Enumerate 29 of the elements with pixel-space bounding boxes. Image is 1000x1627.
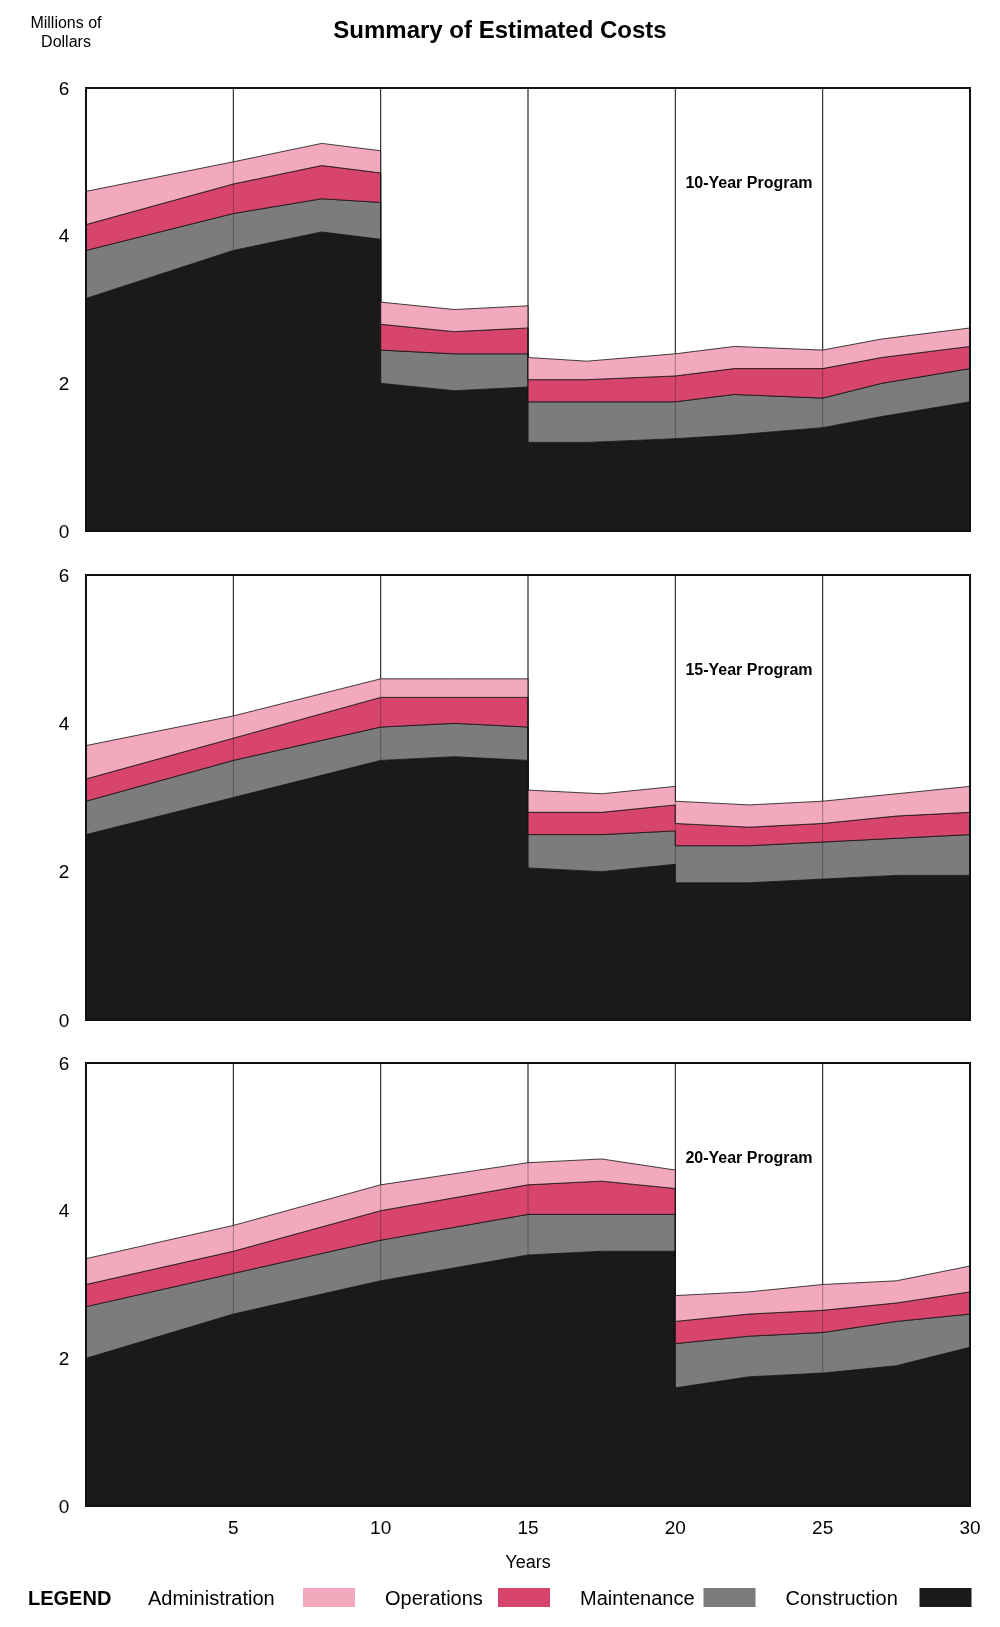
y-tick-label: 4 xyxy=(58,712,70,734)
annotation: 10-Year Program xyxy=(685,174,813,191)
chart-title: Summary of Estimated Costs xyxy=(333,16,667,43)
x-tick-label: 20 xyxy=(664,1517,686,1538)
x-tick-label: 30 xyxy=(959,1517,981,1538)
y-tick-label: 6 xyxy=(58,1052,70,1074)
y-tick-label: 6 xyxy=(58,564,70,586)
x-tick-label: 15 xyxy=(517,1517,539,1538)
legend-label: Administration xyxy=(148,1587,275,1609)
y-tick-label: 2 xyxy=(58,372,70,394)
legend-label: Maintenance xyxy=(580,1587,695,1609)
y-tick-label: 6 xyxy=(58,77,70,99)
x-axis-title: Years xyxy=(505,1552,551,1572)
y-tick-label: 0 xyxy=(58,520,70,542)
y-tick-label: 2 xyxy=(58,1347,70,1369)
y-tick-label: 4 xyxy=(58,1200,70,1222)
annotation: 20-Year Program xyxy=(685,1149,813,1166)
annotation: 15-Year Program xyxy=(685,661,813,678)
y-tick-label: 4 xyxy=(58,225,70,247)
legend-label: Construction xyxy=(785,1587,898,1609)
x-tick-label: 10 xyxy=(370,1517,392,1538)
y-tick-label: 0 xyxy=(58,1495,70,1517)
x-tick-label: 5 xyxy=(228,1517,239,1538)
legend-label: Operations xyxy=(385,1587,483,1609)
x-tick-label: 25 xyxy=(812,1517,834,1538)
legend-title: LEGEND xyxy=(28,1587,112,1609)
y-tick-label: 2 xyxy=(58,861,70,883)
y-tick-label: 0 xyxy=(58,1009,70,1031)
y-axis-title: Millions of Dollars xyxy=(30,14,103,51)
